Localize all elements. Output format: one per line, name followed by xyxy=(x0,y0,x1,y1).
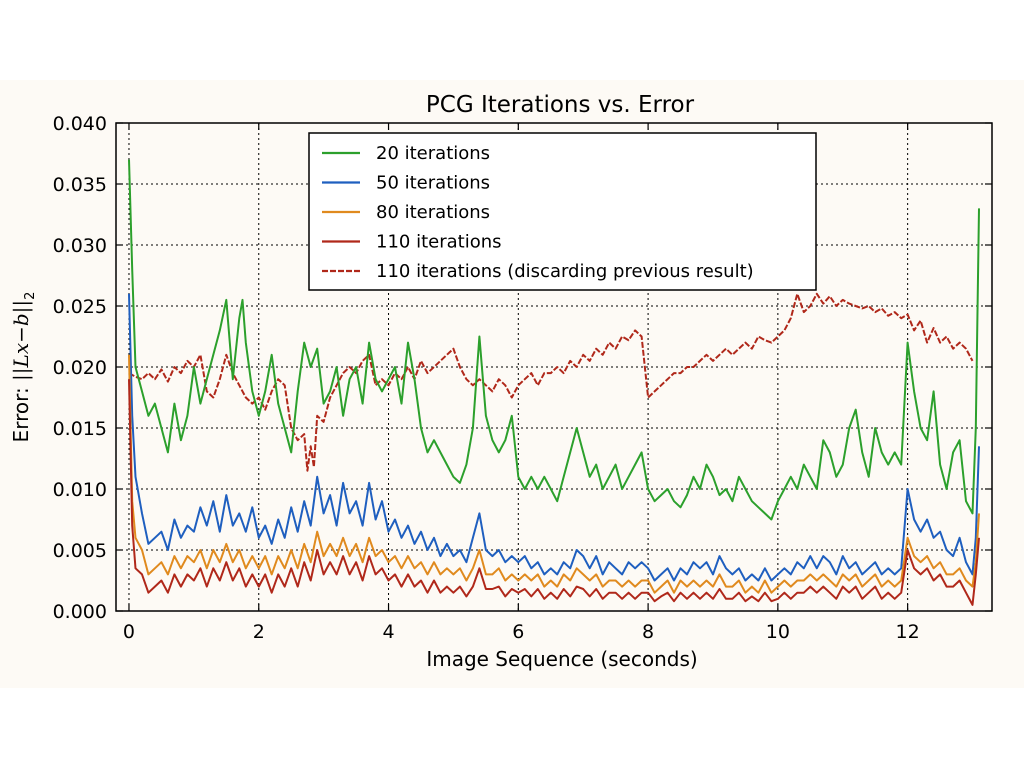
legend-box xyxy=(308,132,817,291)
series-line-3 xyxy=(128,354,980,594)
x-tick-label: 8 xyxy=(642,621,654,643)
y-axis-label-norm-right: || xyxy=(9,300,34,313)
y-ticks: 0.000 0.005 0.010 0.015 0.020 0.025 0.030 0.035… xyxy=(53,113,992,623)
y-tick-label: 0.005 xyxy=(53,540,107,562)
y-tick-label: 0.035 xyxy=(53,174,107,196)
y-tick-label: 0.010 xyxy=(53,479,107,501)
series-line-5 xyxy=(128,292,974,472)
legend-label: 110 iterations xyxy=(376,232,502,253)
legend: 20 iterations 50 iterations 80 iterations 1… xyxy=(308,132,817,291)
y-tick-label: 0.020 xyxy=(53,357,107,379)
series-line-4 xyxy=(128,379,980,606)
series-line-2 xyxy=(128,293,980,582)
series-layer xyxy=(128,159,980,606)
y-axis-label: Error: ||Lx−b||2 xyxy=(9,292,38,443)
x-ticks: 0 2 4 6 8 10 12 xyxy=(123,123,920,643)
x-tick-label: 2 xyxy=(253,621,265,643)
x-tick-label: 12 xyxy=(896,621,920,643)
x-tick-label: 0 xyxy=(123,621,135,643)
chart-title: PCG Iterations vs. Error xyxy=(426,92,695,118)
legend-label: 110 iterations (discarding previous resu… xyxy=(376,261,754,282)
x-tick-label: 6 xyxy=(512,621,524,643)
x-axis-label: Image Sequence (seconds) xyxy=(426,647,697,671)
legend-label: 20 iterations xyxy=(376,143,490,164)
y-tick-label: 0.040 xyxy=(53,113,107,135)
y-tick-label: 0.000 xyxy=(53,601,107,623)
y-axis-label-subscript: 2 xyxy=(23,292,38,300)
legend-label: 80 iterations xyxy=(376,202,490,223)
series-line-1 xyxy=(128,159,980,521)
y-axis-label-expression: Lx−b xyxy=(9,313,33,368)
y-axis-label-prefix: Error: xyxy=(9,381,33,443)
y-tick-label: 0.030 xyxy=(53,235,107,257)
legend-label: 50 iterations xyxy=(376,173,490,194)
y-tick-label: 0.025 xyxy=(53,296,107,318)
x-tick-label: 10 xyxy=(766,621,790,643)
y-axis-label-norm-left: || xyxy=(9,367,34,380)
y-tick-label: 0.015 xyxy=(53,418,107,440)
x-tick-label: 4 xyxy=(382,621,394,643)
